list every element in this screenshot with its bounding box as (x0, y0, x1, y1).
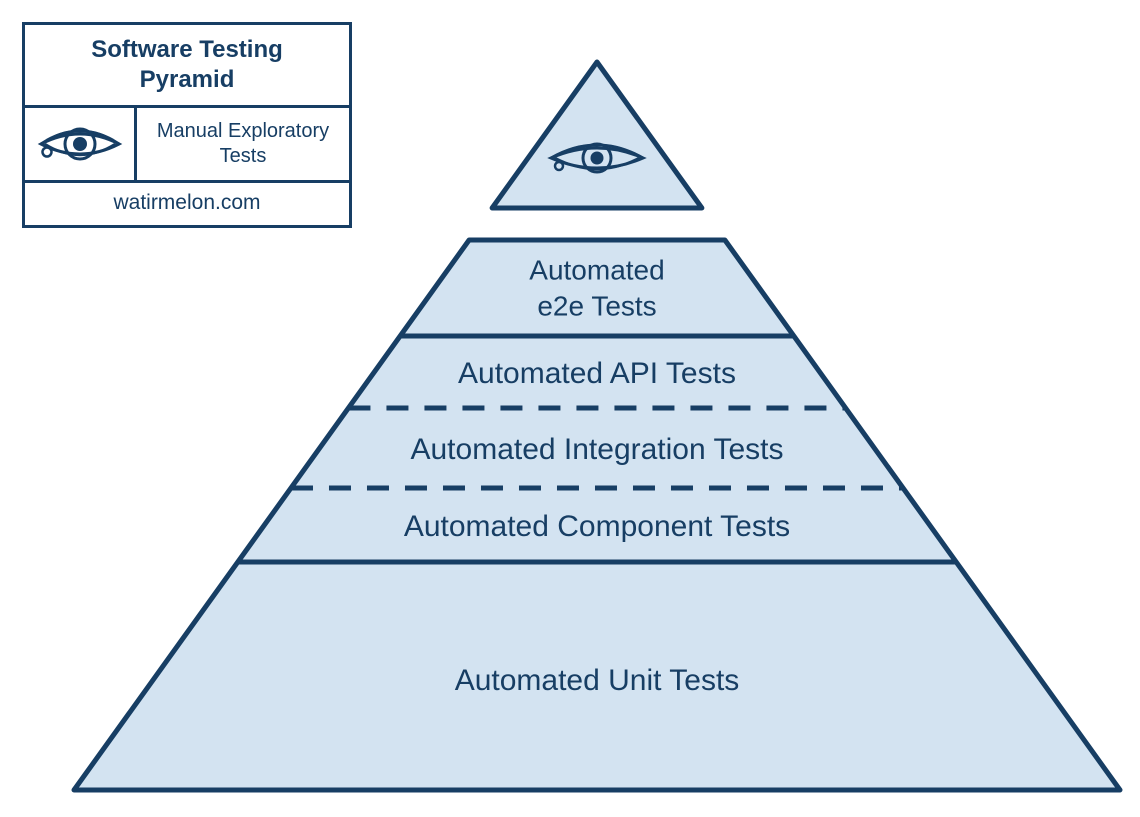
layer-2-label: Automated Integration Tests (410, 433, 783, 466)
layer-1-label: Automated API Tests (458, 357, 736, 390)
layer-3-label: Automated Component Tests (404, 510, 790, 543)
layer-4-label: Automated Unit Tests (455, 664, 740, 697)
pyramid-body: Automated e2e Tests Automated API Tests … (74, 240, 1120, 790)
layer-0-label-line2: e2e Tests (537, 290, 656, 321)
layer-0-label-line1: Automated (529, 254, 664, 285)
pyramid-apex (492, 62, 702, 208)
pyramid-diagram: Automated e2e Tests Automated API Tests … (0, 0, 1140, 817)
